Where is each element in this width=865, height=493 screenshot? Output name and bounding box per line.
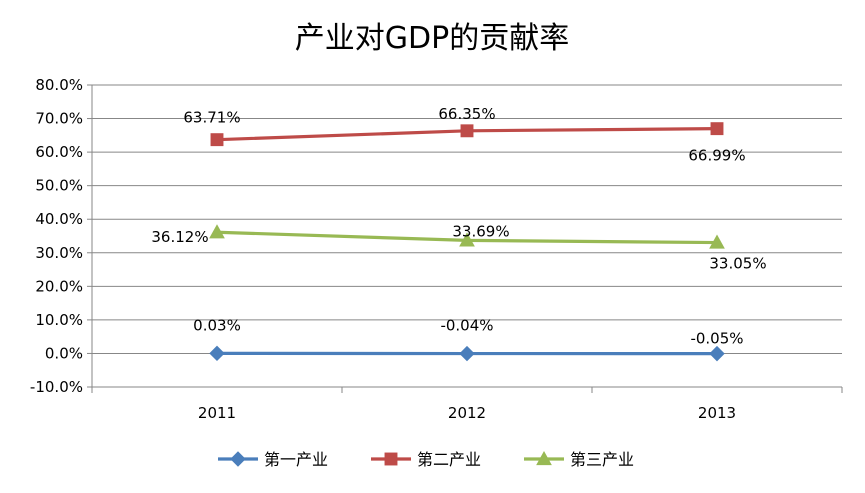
diamond-marker xyxy=(210,346,224,360)
square-marker xyxy=(385,453,397,465)
legend-label: 第三产业 xyxy=(570,450,634,469)
data-label: -0.04% xyxy=(440,317,493,335)
y-tick-label: 10.0% xyxy=(35,311,83,329)
legend-item: 第三产业 xyxy=(524,450,634,469)
legend-item: 第二产业 xyxy=(371,450,481,469)
chart-title: 产业对GDP的贡献率 xyxy=(295,21,569,56)
data-label: 33.69% xyxy=(452,222,509,240)
legend-label: 第二产业 xyxy=(417,450,481,469)
series-2 xyxy=(211,123,723,146)
y-tick-label: 60.0% xyxy=(35,143,83,161)
legend-item: 第一产业 xyxy=(218,450,328,469)
y-tick-label: 20.0% xyxy=(35,277,83,295)
y-tick-label: 70.0% xyxy=(35,110,83,128)
x-tick-label: 2013 xyxy=(698,404,736,422)
data-label: 63.71% xyxy=(183,109,240,127)
data-label: 0.03% xyxy=(193,316,241,334)
diamond-marker xyxy=(710,347,724,361)
data-labels: 0.03% -0.04% -0.05% 63.71% 66.35% 66.99% 36.12… xyxy=(151,105,766,348)
legend: 第一产业 第二产业 第三产业 xyxy=(218,450,634,469)
data-label: 66.99% xyxy=(688,147,745,165)
square-marker xyxy=(461,125,473,137)
y-tick-label: 0.0% xyxy=(45,344,83,362)
y-tick-label: -10.0% xyxy=(30,378,83,396)
square-marker xyxy=(711,123,723,135)
y-tick-label: 40.0% xyxy=(35,210,83,228)
data-label: 33.05% xyxy=(709,255,766,273)
y-tick-label: 30.0% xyxy=(35,244,83,262)
legend-label: 第一产业 xyxy=(264,450,328,469)
y-tick-label: 50.0% xyxy=(35,177,83,195)
diamond-marker xyxy=(460,347,474,361)
data-label: 36.12% xyxy=(151,228,208,246)
x-tick-label: 2012 xyxy=(448,404,486,422)
data-label: -0.05% xyxy=(690,330,743,348)
square-marker xyxy=(211,134,223,146)
series-1 xyxy=(210,346,724,360)
data-label: 66.35% xyxy=(438,105,495,123)
diamond-marker xyxy=(231,452,245,466)
x-tick-label: 2011 xyxy=(198,404,236,422)
y-tick-label: 80.0% xyxy=(35,76,83,94)
